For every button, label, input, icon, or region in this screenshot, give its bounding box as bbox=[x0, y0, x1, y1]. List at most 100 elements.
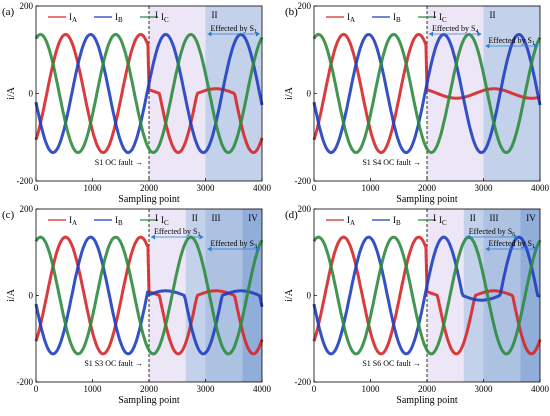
y-tick-label: 0 bbox=[29, 291, 34, 301]
x-tick-label: 4000 bbox=[531, 183, 550, 193]
legend-entry: IB bbox=[393, 215, 401, 227]
x-tick-label: 2000 bbox=[140, 183, 159, 193]
legend-entry: IB bbox=[115, 215, 123, 227]
x-tick-label: 1000 bbox=[84, 183, 103, 193]
legend-entry: IA bbox=[347, 12, 355, 24]
x-tick-label: 1000 bbox=[362, 183, 381, 193]
arrow-head bbox=[485, 43, 490, 49]
x-tick-label: 4000 bbox=[253, 183, 272, 193]
region-label: IV bbox=[526, 213, 536, 223]
x-tick-label: 3000 bbox=[197, 183, 216, 193]
series-line-I_B bbox=[312, 32, 542, 155]
y-tick-label: 0 bbox=[29, 89, 34, 99]
effect-label: Effected by S1 bbox=[489, 239, 535, 250]
legend-entry: IC bbox=[161, 215, 169, 227]
region-label: II bbox=[212, 10, 218, 20]
effect-label: Effected by S4 bbox=[432, 24, 478, 35]
arrow-head bbox=[256, 31, 260, 37]
panel-label: (a) bbox=[2, 6, 15, 18]
legend-entry: IC bbox=[439, 12, 447, 24]
x-tick-label: 2000 bbox=[140, 384, 159, 394]
y-axis-label: i/A bbox=[6, 86, 17, 100]
series-line-I_C bbox=[34, 235, 264, 356]
effect-label: Effected by S3 bbox=[211, 239, 257, 250]
y-tick-label: -200 bbox=[295, 377, 312, 387]
fault-label: S1 S3 OC fault → bbox=[84, 359, 143, 368]
arrow-head bbox=[465, 234, 470, 240]
x-axis-label: Sampling point bbox=[118, 395, 180, 406]
y-tick-label: 0 bbox=[307, 291, 312, 301]
x-tick-label: 2000 bbox=[418, 183, 437, 193]
panel-label: (b) bbox=[285, 6, 298, 18]
y-axis-label: i/A bbox=[284, 288, 295, 302]
legend-entry: IB bbox=[115, 12, 123, 24]
region-label: II bbox=[470, 213, 476, 223]
y-tick-label: 200 bbox=[20, 204, 34, 214]
region-label: I bbox=[433, 213, 436, 223]
effect-label: Effected by S1 bbox=[154, 227, 200, 238]
x-axis-label: Sampling point bbox=[396, 194, 458, 205]
fault-region-III bbox=[483, 209, 521, 382]
y-axis-label: i/A bbox=[6, 288, 17, 302]
x-axis-label: Sampling point bbox=[396, 395, 458, 406]
x-tick-label: 4000 bbox=[253, 384, 272, 394]
x-tick-label: 0 bbox=[34, 384, 39, 394]
x-tick-label: 2000 bbox=[418, 384, 437, 394]
arrow-head bbox=[485, 246, 490, 252]
region-label: III bbox=[490, 213, 499, 223]
legend-entry: IC bbox=[161, 12, 169, 24]
y-tick-label: 0 bbox=[307, 89, 312, 99]
x-tick-label: 1000 bbox=[362, 384, 381, 394]
legend-entry: IB bbox=[393, 12, 401, 24]
region-label: II bbox=[192, 213, 198, 223]
effect-label: Effected by S6 bbox=[469, 227, 515, 238]
series-line-I_C bbox=[34, 32, 264, 155]
y-tick-label: 200 bbox=[298, 204, 312, 214]
x-tick-label: 1000 bbox=[84, 384, 103, 394]
fault-label: S1 S4 OC fault → bbox=[362, 158, 421, 167]
arrow-head bbox=[256, 246, 260, 252]
arrow-head bbox=[514, 234, 519, 240]
region-label: I bbox=[433, 10, 436, 20]
arrow-head bbox=[151, 234, 155, 240]
x-axis-label: Sampling point bbox=[118, 194, 180, 205]
region-label: I bbox=[155, 213, 158, 223]
x-tick-label: 0 bbox=[312, 183, 317, 193]
arrow-head bbox=[207, 31, 212, 37]
x-tick-label: 0 bbox=[34, 183, 39, 193]
fault-label: S1 OC fault → bbox=[95, 158, 143, 167]
panel-label: (c) bbox=[2, 209, 15, 221]
arrow-head bbox=[477, 31, 482, 37]
y-tick-label: -200 bbox=[295, 176, 312, 186]
fault-label: S1 S6 OC fault → bbox=[362, 359, 421, 368]
y-tick-label: 200 bbox=[298, 1, 312, 11]
region-label: IV bbox=[248, 213, 258, 223]
series-line-I_C bbox=[312, 32, 542, 155]
legend-entry: IA bbox=[347, 215, 355, 227]
region-label: II bbox=[490, 10, 496, 20]
y-axis-label: i/A bbox=[284, 86, 295, 100]
fault-region-I bbox=[427, 209, 464, 382]
x-tick-label: 3000 bbox=[475, 384, 494, 394]
effect-label: Effected by S1 bbox=[489, 36, 535, 47]
arrow-head bbox=[199, 234, 204, 240]
legend-entry: IA bbox=[69, 12, 77, 24]
region-label: III bbox=[212, 213, 221, 223]
series-line-I_B bbox=[34, 32, 264, 155]
series-line-I_B bbox=[34, 235, 264, 356]
legend-entry: IC bbox=[439, 215, 447, 227]
effect-label: Effected by S1 bbox=[211, 24, 257, 35]
arrow-head bbox=[534, 43, 538, 49]
series-line-I_B bbox=[312, 235, 541, 356]
x-tick-label: 3000 bbox=[475, 183, 494, 193]
y-tick-label: -200 bbox=[17, 176, 34, 186]
legend-entry: IA bbox=[69, 215, 77, 227]
y-tick-label: 200 bbox=[20, 1, 34, 11]
region-label: I bbox=[155, 10, 158, 20]
arrow-head bbox=[207, 246, 212, 252]
